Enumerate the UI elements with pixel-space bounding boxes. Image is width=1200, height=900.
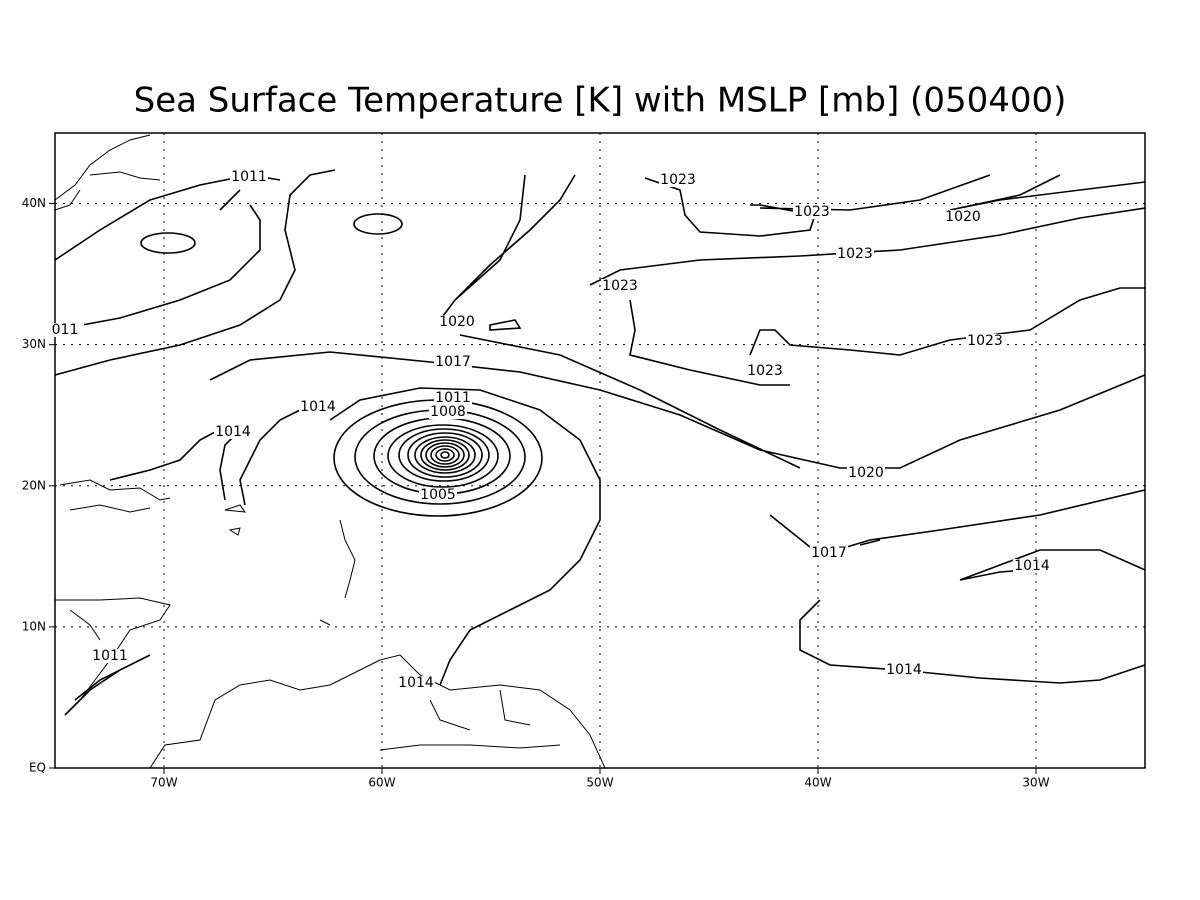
contour-label: 1023 <box>967 333 1003 349</box>
label-bg <box>438 315 476 329</box>
contour-label: 1017 <box>811 545 847 561</box>
contour-label: 1014 <box>1014 558 1050 574</box>
contour-label: 1014 <box>398 675 434 691</box>
coastlines <box>54 134 606 769</box>
label-bg <box>46 323 84 337</box>
label-bg <box>885 663 923 677</box>
label-bg <box>230 170 268 184</box>
contour-label: 1023 <box>747 363 783 379</box>
x-tick-label: 40W <box>804 776 831 790</box>
y-tick-label: EQ <box>29 761 46 775</box>
contour-label: 011 <box>52 322 79 338</box>
label-bg <box>419 488 457 502</box>
label-bg <box>966 334 1004 348</box>
x-tick-label: 30W <box>1022 776 1049 790</box>
contour-label: 1014 <box>215 424 251 440</box>
contour-label: 1020 <box>848 465 884 481</box>
label-bg <box>793 205 831 219</box>
label-bg <box>1013 559 1051 573</box>
contour-label: 1008 <box>430 404 466 420</box>
y-tick-label: 10N <box>22 619 46 633</box>
contour-label: 1023 <box>602 278 638 294</box>
label-bg <box>299 400 337 414</box>
contour-label: 1011 <box>231 169 267 185</box>
label-bg <box>434 355 472 369</box>
contour-label: 1020 <box>945 209 981 225</box>
label-bg <box>429 405 467 419</box>
contour-label: 1023 <box>660 172 696 188</box>
x-tick-label: 70W <box>150 776 177 790</box>
label-bg <box>434 391 472 405</box>
y-tick-label: 20N <box>22 478 46 492</box>
contour-label: 1005 <box>420 487 456 503</box>
contour-label: 1023 <box>794 204 830 220</box>
label-bg <box>601 279 639 293</box>
contour-label: 1011 <box>92 648 128 664</box>
contour-label: 1020 <box>439 314 475 330</box>
label-bg <box>847 466 885 480</box>
x-tick-label: 50W <box>586 776 613 790</box>
map-title: Sea Surface Temperature [K] with MSLP [m… <box>134 81 1067 121</box>
contour-label: 1014 <box>886 662 922 678</box>
contour-labels: 1011 1023 1023 1020 1023 1023 011 1020 1023 1017 1… <box>46 169 1051 691</box>
label-bg <box>397 676 435 690</box>
label-bg <box>810 546 848 560</box>
label-bg <box>214 425 252 439</box>
contour-label: 1014 <box>300 399 336 415</box>
y-tick-label: 40N <box>22 196 46 210</box>
contour-label: 1011 <box>435 390 471 406</box>
contour-label: 1017 <box>435 354 471 370</box>
y-tick-label: 30N <box>22 337 46 351</box>
contour-label: 1023 <box>837 246 873 262</box>
label-bg <box>659 173 697 187</box>
label-bg <box>836 247 874 261</box>
label-bg <box>944 210 982 224</box>
label-bg <box>746 364 784 378</box>
x-tick-label: 60W <box>368 776 395 790</box>
label-bg <box>91 649 129 663</box>
